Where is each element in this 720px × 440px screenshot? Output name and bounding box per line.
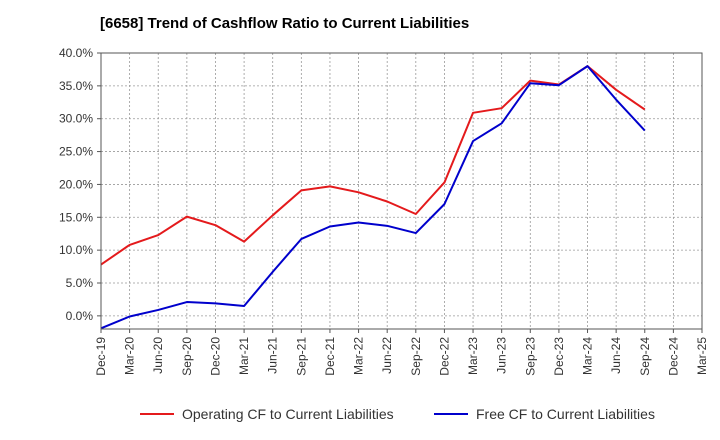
x-tick-label: Jun-20 [151,337,165,374]
series-group [100,65,646,330]
x-tick-label: Mar-23 [466,337,480,375]
y-tick-label: 40.0% [59,46,93,60]
x-tick-label: Sep-23 [523,337,537,376]
x-tick-label: Dec-21 [323,337,337,376]
x-tick-label: Sep-24 [638,337,652,376]
x-tick-label: Mar-24 [581,337,595,375]
legend-label-1: Operating CF to Current Liabilities [182,406,394,422]
x-tick-label: Dec-19 [94,337,108,376]
y-tick-label: 10.0% [59,243,93,257]
x-tick-label: Sep-22 [409,337,423,376]
x-tick-label: Sep-20 [180,337,194,376]
x-tick-label: Dec-20 [208,337,222,376]
x-tick-label: Jun-23 [495,337,509,374]
x-tick-label: Sep-21 [294,337,308,376]
legend-label-2: Free CF to Current Liabilities [476,406,655,422]
x-tick-label: Jun-21 [266,337,280,374]
x-tick-label: Mar-22 [352,337,366,375]
y-tick-label: 0.0% [66,309,94,323]
y-tick-label: 5.0% [66,276,94,290]
legend: Operating CF to Current Liabilities Free … [140,406,655,422]
x-tick-label: Mar-20 [123,337,137,375]
y-tick-label: 25.0% [59,145,93,159]
axes: 0.0% 5.0% 10.0% 15.0% 20.0% 25.0% 30.0% 35.0% 40… [59,46,709,376]
y-tick-label: 15.0% [59,210,93,224]
x-tick-label: Jun-24 [609,337,623,374]
x-tick-label: Mar-25 [695,337,709,375]
series-line-2 [100,65,646,330]
y-tick-label: 35.0% [59,79,93,93]
chart-title: [6658] Trend of Cashflow Ratio to Curren… [100,15,470,32]
x-tick-label: Dec-22 [437,337,451,376]
y-tick-label: 20.0% [59,177,93,191]
x-tick-label: Mar-21 [237,337,251,375]
y-tick-label: 30.0% [59,112,93,126]
x-tick-label: Jun-22 [380,337,394,374]
x-tick-label: Dec-24 [666,337,680,376]
plot-frame [100,52,703,330]
x-tick-label: Dec-23 [552,337,566,376]
